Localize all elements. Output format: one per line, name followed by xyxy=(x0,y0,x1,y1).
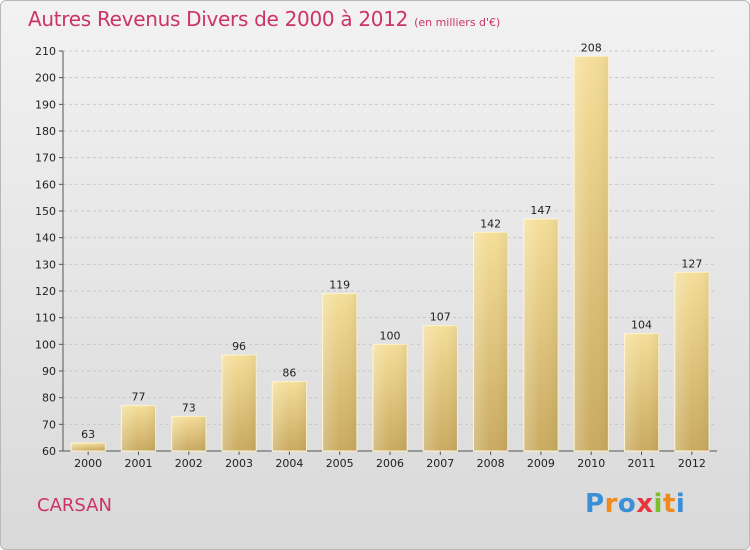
bar-shine-2008 xyxy=(473,232,508,451)
data-label-2000: 63 xyxy=(81,428,95,441)
y-tick-label: 160 xyxy=(35,178,56,191)
bar-shine-2003 xyxy=(221,355,257,451)
logo-letter: t xyxy=(662,489,676,519)
x-tick-label: 2003 xyxy=(225,457,253,470)
data-label-2012: 127 xyxy=(681,257,702,270)
proxiti-logo: Proxiti xyxy=(585,489,685,519)
x-tick-label: 2000 xyxy=(74,457,102,470)
y-tick-label: 170 xyxy=(35,152,56,165)
bar-shine-2009 xyxy=(523,219,559,451)
bar-shine-2007 xyxy=(423,325,458,451)
logo-letter: i xyxy=(653,489,663,519)
bar-shine-2000 xyxy=(71,443,106,451)
x-tick-label: 2007 xyxy=(426,457,454,470)
bar-shine-2002 xyxy=(171,416,206,451)
data-label-2001: 77 xyxy=(131,391,145,404)
y-tick-label: 90 xyxy=(42,365,56,378)
data-label-2004: 86 xyxy=(282,367,296,380)
y-tick-label: 70 xyxy=(42,418,56,431)
x-tick-label: 2004 xyxy=(275,457,303,470)
x-tick-label: 2008 xyxy=(477,457,505,470)
data-label-2011: 104 xyxy=(631,319,652,332)
logo-letter: x xyxy=(636,489,654,519)
data-label-2008: 142 xyxy=(480,217,501,230)
labels: 60 70 80 90 100 110 120 130 140 150 160 170 180 190 20… xyxy=(35,41,706,470)
logo-letter: r xyxy=(604,489,618,519)
bar-shine-2001 xyxy=(121,405,156,451)
data-label-2005: 119 xyxy=(329,279,350,292)
bar-shine-2012 xyxy=(674,272,709,451)
y-tick-label: 210 xyxy=(35,45,56,58)
y-tick-label: 130 xyxy=(35,258,56,271)
logo-letter: o xyxy=(617,489,637,519)
bar-shine-2005 xyxy=(322,293,357,451)
bar-shine-2004 xyxy=(272,381,307,451)
y-tick-label: 80 xyxy=(42,392,56,405)
y-tick-label: 100 xyxy=(35,338,56,351)
chart-unit: (en milliers d'€) xyxy=(414,16,501,29)
x-tick-label: 2006 xyxy=(376,457,404,470)
data-label-2002: 73 xyxy=(182,401,196,414)
y-tick-label: 140 xyxy=(35,232,56,245)
chart-title-block: Autres Revenus Divers de 2000 à 2012 (en … xyxy=(28,7,500,31)
bar-shine-2010 xyxy=(574,56,609,451)
x-tick-label: 2012 xyxy=(678,457,706,470)
bar-shine-2011 xyxy=(624,333,659,451)
y-tick-label: 150 xyxy=(35,205,56,218)
data-label-2009: 147 xyxy=(530,204,551,217)
y-tick-label: 110 xyxy=(35,312,56,325)
x-tick-label: 2010 xyxy=(577,457,605,470)
y-tick-label: 190 xyxy=(35,98,56,111)
x-tick-label: 2002 xyxy=(175,457,203,470)
logo-letter: i xyxy=(675,489,686,519)
data-label-2010: 208 xyxy=(581,41,602,54)
data-label-2003: 96 xyxy=(232,340,246,353)
logo-letter: P xyxy=(585,489,605,519)
y-tick-label: 120 xyxy=(35,285,56,298)
bar-shine-2006 xyxy=(372,344,408,451)
data-label-2006: 100 xyxy=(380,329,401,342)
commune-name: CARSAN xyxy=(37,495,112,516)
x-tick-label: 2001 xyxy=(124,457,152,470)
x-tick-label: 2009 xyxy=(527,457,555,470)
data-label-2007: 107 xyxy=(430,311,451,324)
y-tick-label: 200 xyxy=(35,72,56,85)
y-tick-label: 180 xyxy=(35,125,56,138)
x-tick-label: 2005 xyxy=(326,457,354,470)
chart-title: Autres Revenus Divers de 2000 à 2012 xyxy=(28,7,409,31)
y-tick-label: 60 xyxy=(42,445,56,458)
bars xyxy=(70,55,710,452)
x-tick-label: 2011 xyxy=(628,457,656,470)
